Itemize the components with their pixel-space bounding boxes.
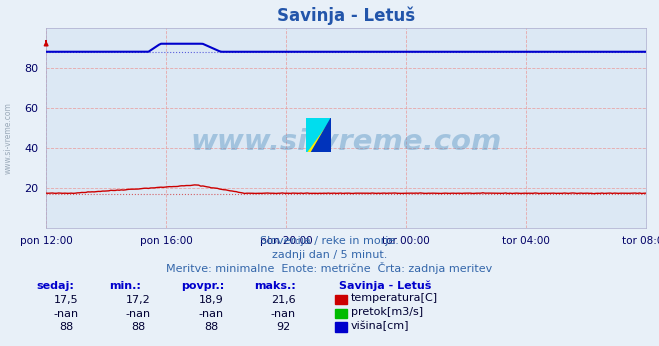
Polygon shape xyxy=(306,118,331,152)
Text: -nan: -nan xyxy=(53,309,78,319)
Text: 88: 88 xyxy=(131,322,146,333)
Text: www.si-vreme.com: www.si-vreme.com xyxy=(190,128,501,156)
Text: 17,2: 17,2 xyxy=(126,295,151,305)
Text: Meritve: minimalne  Enote: metrične  Črta: zadnja meritev: Meritve: minimalne Enote: metrične Črta:… xyxy=(166,262,493,274)
Text: sedaj:: sedaj: xyxy=(36,281,74,291)
Text: www.si-vreme.com: www.si-vreme.com xyxy=(3,102,13,174)
Text: 88: 88 xyxy=(59,322,73,333)
Text: 21,6: 21,6 xyxy=(271,295,296,305)
Title: Savinja - Letuš: Savinja - Letuš xyxy=(277,6,415,25)
Text: 88: 88 xyxy=(204,322,218,333)
Polygon shape xyxy=(312,118,331,152)
Polygon shape xyxy=(306,118,331,152)
Text: Slovenija / reke in morje.: Slovenija / reke in morje. xyxy=(260,236,399,246)
Text: temperatura[C]: temperatura[C] xyxy=(351,293,438,303)
Text: višina[cm]: višina[cm] xyxy=(351,320,409,331)
Text: -nan: -nan xyxy=(198,309,223,319)
Text: Savinja - Letuš: Savinja - Letuš xyxy=(339,280,432,291)
Text: 18,9: 18,9 xyxy=(198,295,223,305)
Text: maks.:: maks.: xyxy=(254,281,295,291)
Text: min.:: min.: xyxy=(109,281,140,291)
Text: -nan: -nan xyxy=(126,309,151,319)
Text: 17,5: 17,5 xyxy=(53,295,78,305)
Text: zadnji dan / 5 minut.: zadnji dan / 5 minut. xyxy=(272,250,387,260)
Text: -nan: -nan xyxy=(271,309,296,319)
Text: 92: 92 xyxy=(276,322,291,333)
Text: povpr.:: povpr.: xyxy=(181,281,225,291)
Text: pretok[m3/s]: pretok[m3/s] xyxy=(351,307,422,317)
